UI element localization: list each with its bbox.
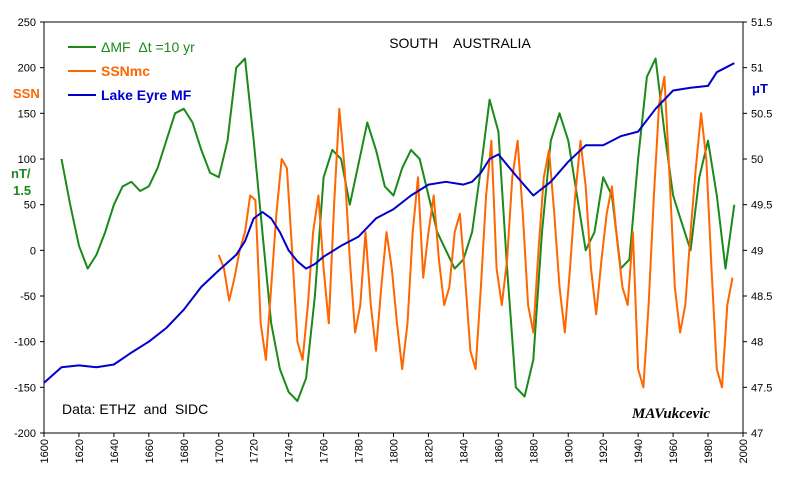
legend-label-ssn: SSNmc	[101, 63, 150, 79]
right-tick-label: 50	[751, 154, 763, 166]
left-axis-title-scale: 1.5	[13, 183, 31, 198]
right-axis-title: μT	[752, 81, 768, 96]
right-tick-label: 51	[751, 63, 763, 75]
right-tick-label: 50.5	[751, 108, 772, 120]
x-tick-label: 1860	[493, 439, 505, 463]
right-tick-label: 51.5	[751, 17, 772, 29]
right-tick-label: 47.5	[751, 382, 772, 394]
legend-label-lake: Lake Eyre MF	[101, 87, 192, 103]
series-line-dmf	[60, 57, 736, 402]
x-tick-label: 1620	[74, 439, 86, 463]
right-axis: 51.5 51 50.5 50 49.5 49 48.5 48 47.5 47	[743, 17, 772, 440]
x-tick-label: 1920	[598, 439, 610, 463]
x-axis: 1600 1620 1640 1660 1680 1700 1720 1740 1760 1780…	[39, 433, 750, 463]
x-tick-label: 1600	[39, 439, 51, 463]
x-tick-label: 1900	[563, 439, 575, 463]
x-tick-label: 1780	[354, 439, 366, 463]
x-tick-label: 1880	[528, 439, 540, 463]
data-source-note: Data: ETHZ and SIDC	[62, 401, 208, 417]
series-line-ssn	[217, 75, 734, 389]
x-tick-label: 1680	[179, 439, 191, 463]
x-tick-label: 1800	[389, 439, 401, 463]
x-tick-label: 1820	[423, 439, 435, 463]
left-tick-label: 150	[18, 108, 36, 120]
x-tick-label: 1720	[249, 439, 261, 463]
x-tick-label: 2000	[738, 439, 750, 463]
left-tick-label: 0	[30, 245, 36, 257]
author-signature: MAVukcevic	[631, 406, 710, 422]
x-tick-label: 1660	[144, 439, 156, 463]
left-tick-label: -50	[20, 291, 36, 303]
right-tick-label: 49	[751, 245, 763, 257]
x-tick-label: 1740	[284, 439, 296, 463]
left-axis-title-nt: nT/	[11, 166, 31, 181]
right-tick-label: 48	[751, 337, 763, 349]
x-tick-label: 1840	[458, 439, 470, 463]
x-tick-label: 1640	[109, 439, 121, 463]
left-tick-label: -100	[14, 337, 36, 349]
right-tick-label: 48.5	[751, 291, 772, 303]
right-tick-label: 49.5	[751, 200, 772, 212]
x-tick-label: 1940	[633, 439, 645, 463]
legend-label-dmf: ΔMF Δt =10 yr	[101, 39, 195, 55]
left-tick-label: -150	[14, 382, 36, 394]
right-tick-label: 47	[751, 428, 763, 440]
left-tick-label: 50	[24, 200, 36, 212]
x-tick-label: 1700	[214, 439, 226, 463]
chart-title: SOUTH AUSTRALIA	[389, 35, 531, 51]
plot-area	[43, 21, 744, 434]
series-line-lake-eyre	[43, 62, 735, 384]
series-layer	[43, 57, 736, 402]
x-tick-label: 1960	[668, 439, 680, 463]
left-tick-label: 200	[18, 63, 36, 75]
left-axis: 250 200 150 100 50 0 -50 -100 -150 -200	[14, 17, 44, 440]
left-tick-label: -200	[14, 428, 36, 440]
left-tick-label: 100	[18, 154, 36, 166]
legend: ΔMF Δt =10 yr SSNmc Lake Eyre MF	[68, 39, 195, 103]
left-tick-label: 250	[18, 17, 36, 29]
x-tick-label: 1760	[319, 439, 331, 463]
left-axis-title-ssn: SSN	[13, 86, 40, 101]
x-tick-label: 1980	[703, 439, 715, 463]
